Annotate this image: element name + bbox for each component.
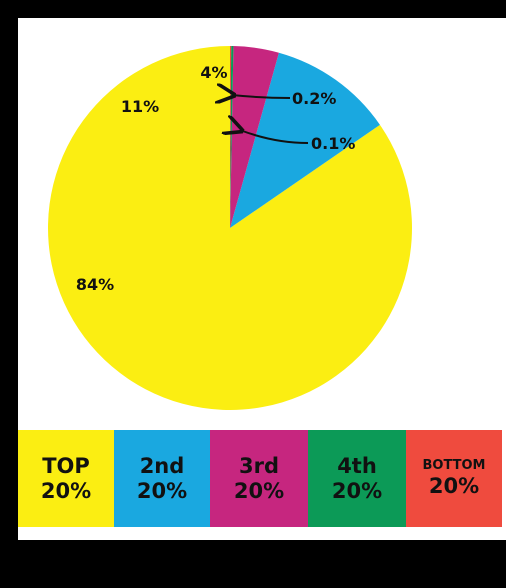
callout-label-3: 0.2% — [292, 89, 336, 108]
callout-label-4: 0.1% — [311, 134, 355, 153]
legend-pct: 20% — [40, 478, 92, 503]
legend-item-bottom: BOTTOM 20% — [406, 430, 502, 527]
pie-labels: 84% 11% 4% — [76, 63, 228, 294]
legend-pct: 20% — [428, 473, 480, 498]
legend-name: 3rd — [238, 454, 279, 479]
pie-callouts: 0.2% 0.1% — [232, 89, 355, 153]
legend-item-4th: 4th 20% — [308, 430, 406, 527]
legend-item-2nd: 2nd 20% — [114, 430, 210, 527]
legend-item-top: TOP 20% — [18, 430, 114, 527]
slice-label-1: 11% — [121, 97, 159, 116]
callout-arrow-4 — [240, 130, 309, 144]
legend: TOP 20% 2nd 20% 3rd 20% 4th 20% BOTTOM 2… — [18, 430, 502, 527]
legend-name: TOP — [42, 454, 90, 479]
pie-slice-0 — [48, 46, 413, 410]
legend-pct: 20% — [233, 478, 285, 503]
legend-item-3rd: 3rd 20% — [210, 430, 308, 527]
legend-pct: 20% — [136, 478, 188, 503]
pie-slices — [48, 46, 413, 410]
slice-label-0: 84% — [76, 275, 114, 294]
callout-arrow-3 — [232, 95, 291, 98]
legend-pct: 20% — [331, 478, 383, 503]
pie-slice-2 — [230, 46, 279, 228]
pie-slice-1 — [230, 52, 380, 228]
legend-name: 2nd — [139, 454, 185, 479]
legend-name: 4th — [337, 454, 377, 479]
legend-name: BOTTOM — [422, 457, 486, 473]
slice-label-2: 4% — [200, 63, 227, 82]
